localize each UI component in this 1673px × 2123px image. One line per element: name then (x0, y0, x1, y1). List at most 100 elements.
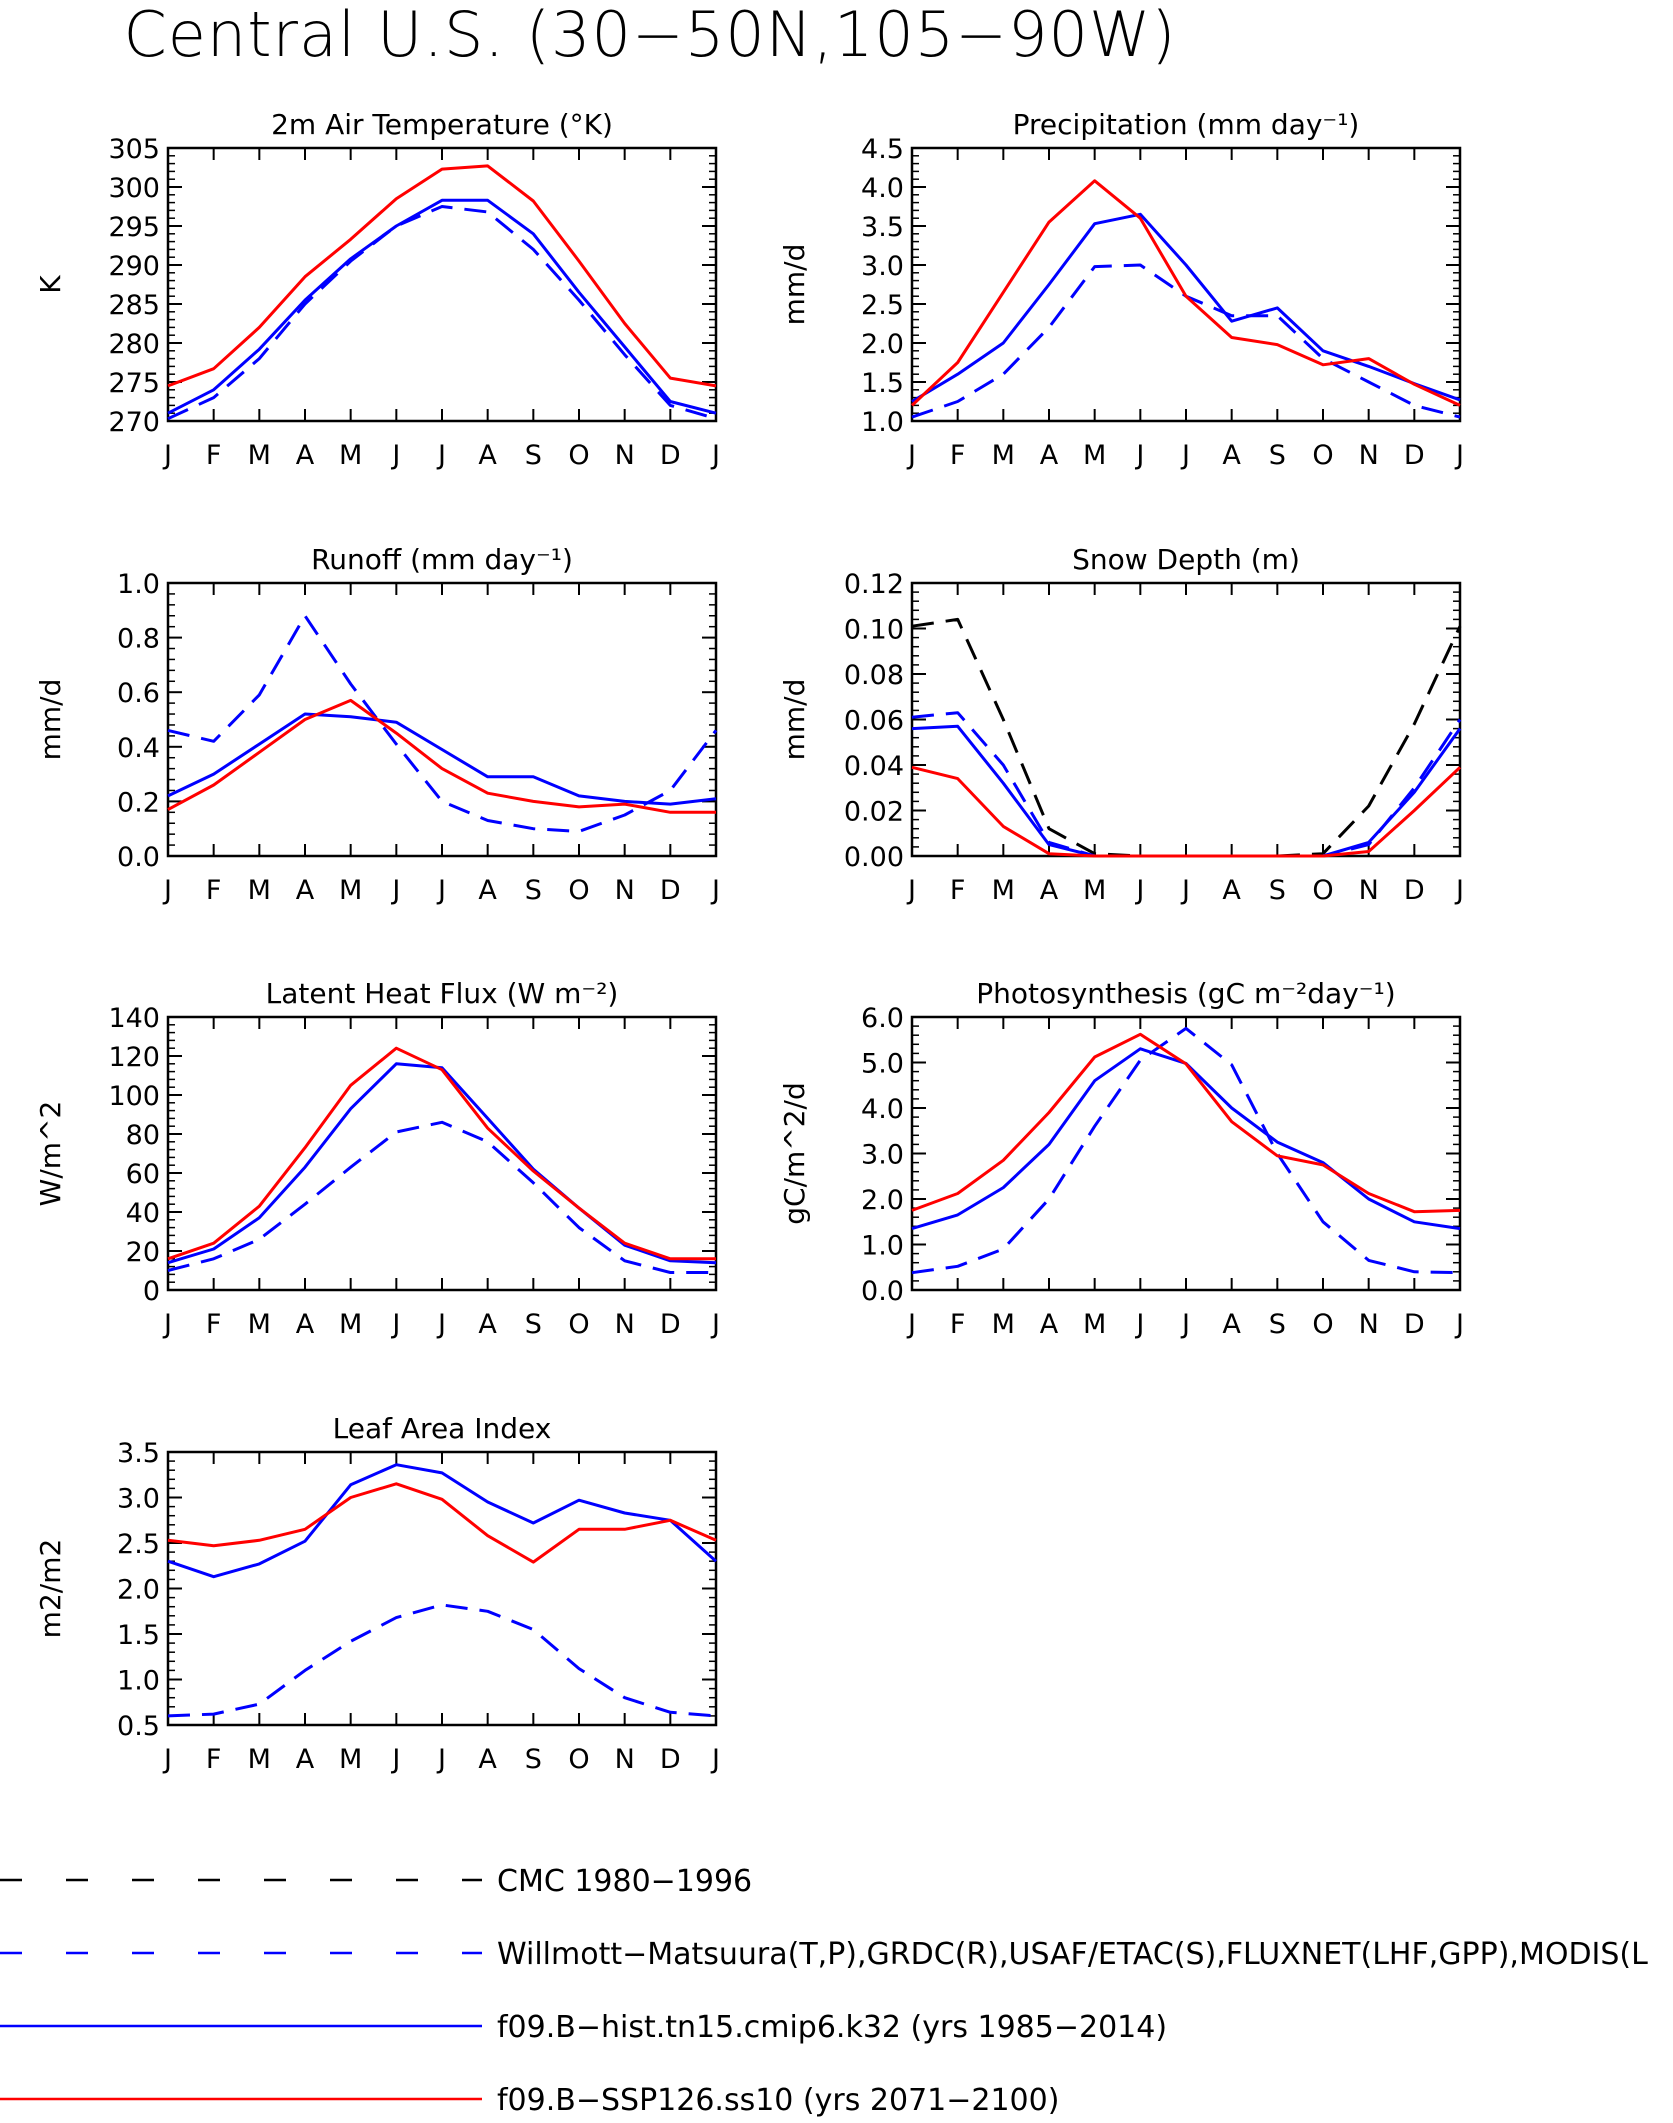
panel-title: Photosynthesis (gC m⁻²day⁻¹) (976, 977, 1395, 1010)
panel-title: Snow Depth (m) (1072, 543, 1300, 576)
series-line-hist (167, 712, 717, 806)
series-line-hist (167, 1062, 717, 1265)
y-tick-label: 0.5 (117, 1711, 160, 1742)
y-tick-label: 295 (108, 212, 160, 243)
x-tick-label: J (390, 875, 400, 906)
x-tick-label: N (615, 1309, 635, 1340)
x-tick-label: D (660, 875, 681, 906)
y-tick-label: 1.0 (861, 407, 904, 438)
x-tick-label: J (436, 1309, 446, 1340)
series-line-cmc (911, 617, 1462, 858)
plot-frame (166, 146, 718, 423)
plot-frame (910, 146, 1462, 423)
x-tick-label: J (390, 1309, 400, 1340)
x-tick-label: A (478, 440, 497, 471)
y-tick-label: 80 (126, 1120, 160, 1151)
y-tick-label: 300 (108, 173, 160, 204)
y-tick-label: 3.0 (861, 251, 904, 282)
series-line-obs (167, 205, 717, 421)
panel-title: 2m Air Temperature (°K) (271, 108, 613, 141)
series-line-obs (911, 1026, 1461, 1275)
x-tick-label: J (1134, 875, 1144, 906)
y-tick-label: 6.0 (861, 1003, 904, 1034)
y-axis-label: mm/d (778, 679, 811, 761)
y-tick-label: 1.5 (861, 368, 904, 399)
legend: CMC 1980−1996 Willmott−Matsuura(T,P),GRDC… (0, 1864, 1648, 2118)
x-tick-label: J (710, 1309, 720, 1340)
series-line-ssp (911, 765, 1462, 858)
x-tick-label: F (950, 440, 966, 471)
x-tick-label: A (296, 1309, 315, 1340)
x-tick-label: M (339, 440, 362, 471)
x-tick-label: J (906, 875, 916, 906)
x-tick-label: J (1134, 1309, 1144, 1340)
series-line-ssp (911, 1032, 1461, 1214)
y-tick-label: 2.5 (861, 290, 904, 321)
x-tick-label: M (992, 440, 1015, 471)
x-tick-label: S (525, 440, 542, 471)
y-tick-label: 0.6 (117, 678, 160, 709)
x-tick-label: J (1180, 1309, 1190, 1340)
y-tick-label: 2.0 (861, 1185, 904, 1216)
x-tick-label: M (992, 875, 1015, 906)
x-tick-label: M (248, 440, 271, 471)
x-tick-label: A (296, 440, 315, 471)
y-tick-label: 0.06 (844, 706, 904, 737)
x-tick-label: D (1404, 875, 1425, 906)
panel-title: Runoff (mm day⁻¹) (311, 543, 573, 576)
x-tick-label: J (1454, 875, 1464, 906)
x-tick-label: J (436, 440, 446, 471)
page-title: Central U.S. (30−50N,105−90W) (123, 0, 1177, 71)
x-tick-label: S (525, 1744, 542, 1775)
chart-panel-5: Photosynthesis (gC m⁻²day⁻¹)J F M A M J J A S O N D… (778, 977, 1464, 1340)
y-tick-label: 3.5 (117, 1438, 160, 1469)
chart-panel-2: Runoff (mm day⁻¹)J F M A M J J A S O N D J0.00.20.40… (34, 543, 720, 906)
panel-title: Leaf Area Index (333, 1412, 552, 1445)
x-tick-label: M (1083, 440, 1106, 471)
y-tick-label: 5.0 (861, 1049, 904, 1080)
x-tick-label: F (950, 875, 966, 906)
y-tick-label: 120 (108, 1042, 160, 1073)
x-tick-label: O (1312, 1309, 1333, 1340)
y-tick-label: 0.0 (117, 842, 160, 873)
x-tick-label: J (162, 1744, 172, 1775)
x-tick-label: J (1180, 875, 1190, 906)
x-tick-label: M (339, 1309, 362, 1340)
y-tick-label: 0.0 (861, 1276, 904, 1307)
x-tick-label: D (1404, 1309, 1425, 1340)
x-tick-label: A (478, 1744, 497, 1775)
y-tick-label: 2.5 (117, 1529, 160, 1560)
x-tick-label: M (248, 1309, 271, 1340)
y-tick-label: 3.0 (117, 1484, 160, 1515)
x-tick-label: A (296, 1744, 315, 1775)
plot-frame (166, 1450, 718, 1727)
x-tick-label: F (206, 440, 222, 471)
y-tick-label: 0.02 (844, 797, 904, 828)
panels-group: 2m Air Temperature (°K)J F M A M J J A S O N D J2702… (34, 108, 1464, 1775)
y-tick-label: 3.5 (861, 212, 904, 243)
x-tick-label: M (1083, 1309, 1106, 1340)
x-tick-label: S (1269, 1309, 1286, 1340)
x-tick-label: F (950, 1309, 966, 1340)
x-tick-label: A (1222, 875, 1241, 906)
y-axis-label: m2/m2 (34, 1539, 67, 1639)
x-tick-label: J (390, 440, 400, 471)
legend-item: CMC 1980−1996 (0, 1864, 752, 1899)
x-tick-label: J (1454, 1309, 1464, 1340)
x-tick-label: S (525, 875, 542, 906)
x-tick-label: N (615, 440, 635, 471)
panel-title: Latent Heat Flux (W m⁻²) (266, 977, 619, 1010)
plot-frame (166, 581, 718, 858)
x-tick-label: N (1359, 1309, 1379, 1340)
y-axis-label: gC/m^2/d (778, 1082, 811, 1225)
x-tick-label: N (1359, 875, 1379, 906)
series-line-ssp (167, 698, 716, 814)
series-line-obs (167, 1603, 717, 1718)
y-tick-label: 1.0 (117, 569, 160, 600)
x-tick-label: O (568, 440, 589, 471)
x-tick-label: A (1040, 440, 1059, 471)
x-tick-label: J (906, 440, 916, 471)
x-tick-label: A (1222, 1309, 1241, 1340)
x-tick-label: M (339, 1744, 362, 1775)
